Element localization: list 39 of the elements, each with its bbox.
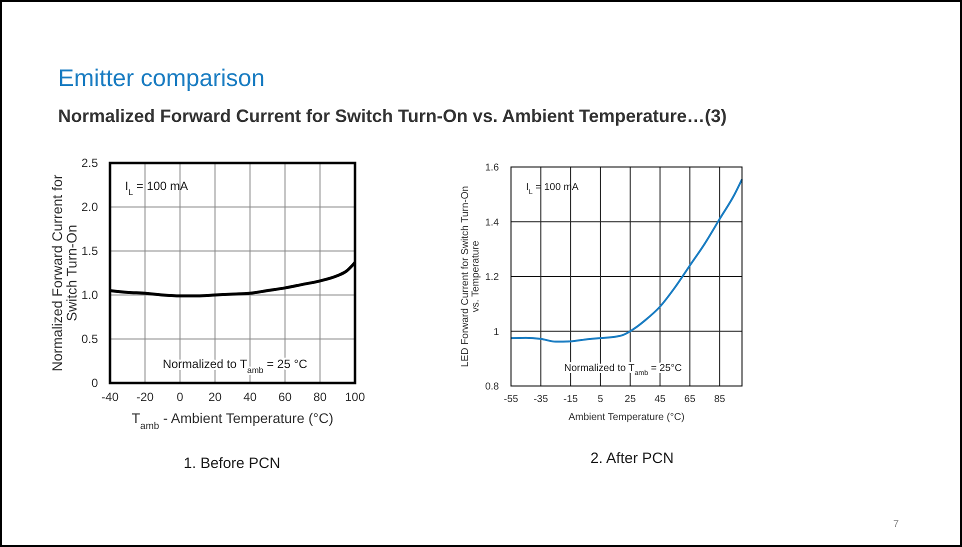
text: Normalized Forward Current for Switch Turn-On vs. Ambient Temperature…(3) <box>58 106 727 126</box>
y-tick-label: 1 <box>493 326 500 338</box>
text: 1. Before PCN <box>184 455 280 472</box>
y-tick-label: 1.6 <box>485 162 500 174</box>
x-tick-label: 0 <box>176 390 184 404</box>
annotation: Normalized to T$_{amb}$ = 25 °C <box>162 357 308 375</box>
text: 7 <box>893 519 900 530</box>
y-axis-title: LED Forward Current for Switch Turn-On vs. Temperature <box>460 186 482 368</box>
x-tick-label: 100 <box>344 390 366 404</box>
y-tick-label: 0.5 <box>81 332 98 346</box>
line-series <box>510 178 743 343</box>
x-tick-label: -20 <box>136 390 154 404</box>
y-tick-label: 1.5 <box>81 244 98 258</box>
y-tick-label: 1.4 <box>485 217 500 228</box>
x-tick-label: 45 <box>654 394 666 405</box>
y-axis-title: Normalized Forward Current for Switch Turn-On <box>49 174 80 372</box>
x-tick-label: 65 <box>684 394 696 405</box>
y-tick-label: 1.0 <box>81 288 98 302</box>
y-tick-label: 0.8 <box>485 382 500 392</box>
x-tick-label: 60 <box>278 390 292 404</box>
chart-title: Emitter comparison <box>58 65 265 92</box>
y-tick-label: 1.2 <box>485 272 500 283</box>
x-tick-label: -55 <box>504 394 519 405</box>
text: 2. After PCN <box>590 450 674 467</box>
x-tick-label: 40 <box>243 390 257 404</box>
y-tick-label: 2.0 <box>81 200 98 214</box>
x-tick-label: -35 <box>534 394 548 405</box>
annotation: I$_{L}$ = 100 mA <box>125 179 188 197</box>
x-tick-label: 20 <box>208 390 222 404</box>
y-tick-label: 2.5 <box>81 156 98 170</box>
x-axis-title: Ambient Temperature (°C) <box>568 412 685 423</box>
x-tick-label: 85 <box>714 394 726 405</box>
y-tick-label: 0 <box>91 376 98 390</box>
x-tick-label: -40 <box>101 390 119 404</box>
x-tick-label: 25 <box>624 394 636 405</box>
x-axis-title: T$_{amb}$ - Ambient Temperature (°C) <box>132 410 334 432</box>
x-tick-label: 5 <box>598 394 604 405</box>
x-tick-label: 80 <box>313 390 327 404</box>
x-tick-label: -15 <box>563 394 578 405</box>
